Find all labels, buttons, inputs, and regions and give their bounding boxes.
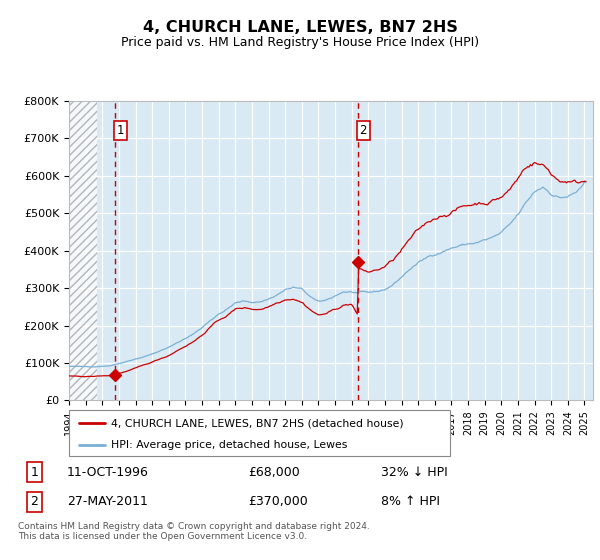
Text: 27-MAY-2011: 27-MAY-2011 xyxy=(67,495,148,508)
Text: Price paid vs. HM Land Registry's House Price Index (HPI): Price paid vs. HM Land Registry's House … xyxy=(121,36,479,49)
Text: 4, CHURCH LANE, LEWES, BN7 2HS: 4, CHURCH LANE, LEWES, BN7 2HS xyxy=(143,20,457,35)
Text: 11-OCT-1996: 11-OCT-1996 xyxy=(67,465,149,479)
Bar xyxy=(69,101,97,400)
Text: 2: 2 xyxy=(359,124,367,137)
Text: 2: 2 xyxy=(30,495,38,508)
Text: 1: 1 xyxy=(116,124,124,137)
Text: 8% ↑ HPI: 8% ↑ HPI xyxy=(381,495,440,508)
Text: 32% ↓ HPI: 32% ↓ HPI xyxy=(381,465,448,479)
Text: Contains HM Land Registry data © Crown copyright and database right 2024.
This d: Contains HM Land Registry data © Crown c… xyxy=(18,522,370,542)
Text: 1: 1 xyxy=(30,465,38,479)
Text: HPI: Average price, detached house, Lewes: HPI: Average price, detached house, Lewe… xyxy=(111,440,347,450)
Text: 4, CHURCH LANE, LEWES, BN7 2HS (detached house): 4, CHURCH LANE, LEWES, BN7 2HS (detached… xyxy=(111,418,404,428)
Text: £370,000: £370,000 xyxy=(248,495,308,508)
Text: £68,000: £68,000 xyxy=(248,465,300,479)
